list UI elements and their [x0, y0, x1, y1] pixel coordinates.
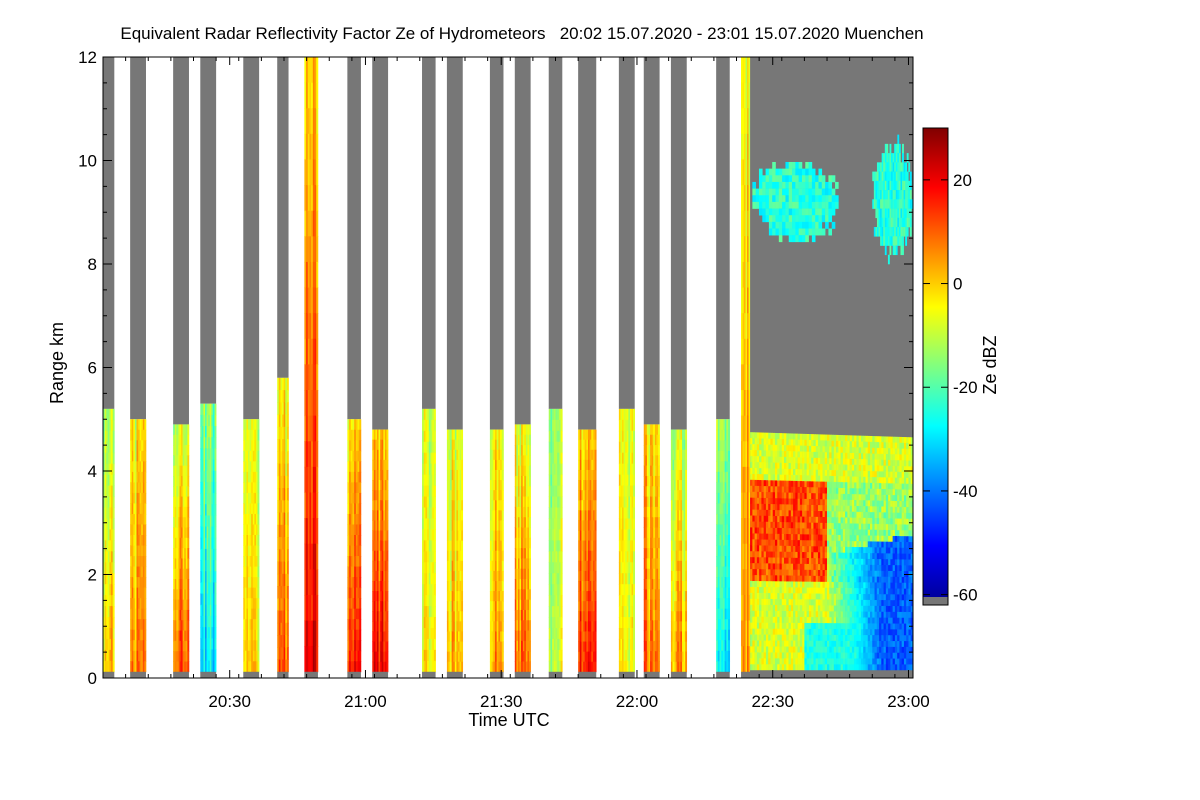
y-tick-label: 6 — [88, 359, 97, 378]
x-axis: 20:30 21:00 21:30 22:00 22:30 23:00 — [102, 57, 930, 711]
scan-burst — [422, 57, 436, 678]
colorbar-gradient — [923, 128, 948, 605]
continuous-cloud — [750, 57, 914, 678]
colorbar-label: Ze dBZ — [980, 335, 1000, 394]
colorbar-tick-label: -60 — [953, 586, 978, 605]
y-axis-label: Range km — [47, 322, 67, 404]
y-tick-label: 10 — [78, 152, 97, 171]
y-tick-label: 12 — [78, 48, 97, 67]
x-axis-label: Time UTC — [468, 710, 549, 730]
x-tick-label: 22:30 — [751, 692, 794, 711]
colorbar-tick-label: 20 — [953, 171, 972, 190]
scan-burst — [548, 57, 563, 678]
x-tick-label: 21:00 — [344, 692, 387, 711]
colorbar-tick-label: -20 — [953, 378, 978, 397]
y-tick-label: 0 — [88, 669, 97, 688]
colorbar — [922, 127, 949, 606]
scan-burst — [716, 57, 731, 678]
cirrus-patch — [752, 161, 839, 243]
scan-burst — [103, 57, 115, 678]
scan-burst — [277, 57, 289, 678]
scan-burst — [578, 57, 597, 678]
chart-title: Equivalent Radar Reflectivity Factor Ze … — [120, 24, 923, 43]
x-tick-label: 22:00 — [616, 692, 659, 711]
scan-burst — [741, 57, 751, 678]
scan-burst — [130, 57, 147, 678]
scan-burst — [372, 57, 389, 678]
plot-area — [103, 57, 914, 678]
scan-burst — [514, 57, 531, 678]
scan-burst — [347, 57, 362, 678]
y-axis: 0 2 4 6 8 10 12 — [78, 48, 913, 688]
scan-burst — [304, 57, 319, 678]
x-tick-label: 20:30 — [208, 692, 251, 711]
scan-burst — [618, 57, 635, 678]
cirrus-patch — [872, 134, 914, 265]
scan-burst — [670, 57, 688, 678]
scan-burst — [243, 57, 260, 678]
x-tick-label: 23:00 — [887, 692, 930, 711]
scan-burst — [643, 57, 660, 678]
x-tick-label: 21:30 — [480, 692, 523, 711]
scan-burst — [446, 57, 464, 678]
scan-burst — [173, 57, 190, 678]
colorbar-ticks: 20 0 -20 -40 -60 — [923, 171, 978, 605]
y-tick-label: 2 — [88, 566, 97, 585]
colorbar-tick-label: -40 — [953, 482, 978, 501]
y-tick-label: 4 — [88, 462, 97, 481]
y-tick-label: 8 — [88, 255, 97, 274]
colorbar-tick-label: 0 — [953, 275, 962, 294]
scan-burst — [489, 57, 504, 678]
scan-burst — [200, 57, 217, 678]
